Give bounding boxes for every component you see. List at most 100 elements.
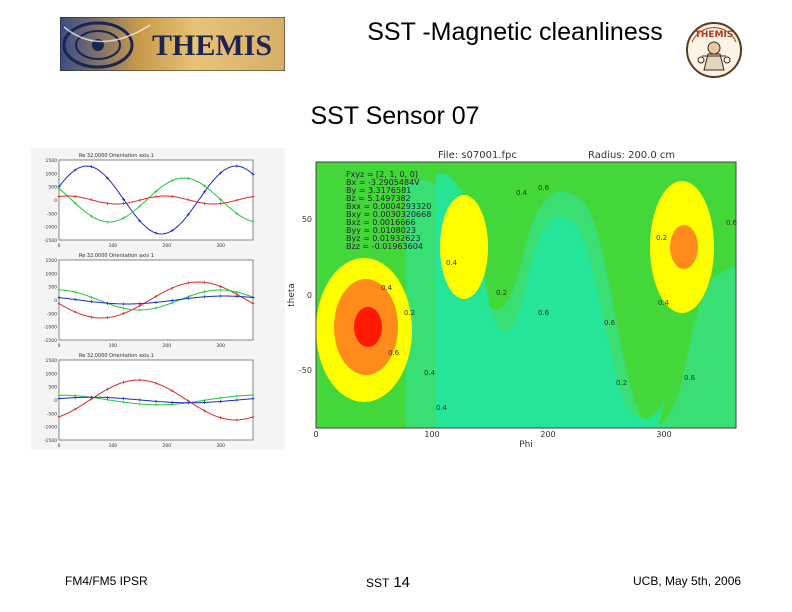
plot-point xyxy=(219,198,223,202)
slide-subtitle: SST Sensor 07 xyxy=(310,102,480,130)
y-tick-label: -1000 xyxy=(44,425,57,431)
plot-point xyxy=(154,195,158,199)
plot-point xyxy=(235,294,239,298)
plot-point xyxy=(73,298,77,302)
contour-level-label: 0.6 xyxy=(538,309,550,317)
x-tick-label: 300 xyxy=(656,430,671,439)
contour-x-axis-label: Phi xyxy=(519,440,533,450)
plot-point xyxy=(186,176,190,180)
y-tick-label: -500 xyxy=(47,211,57,217)
param-line: Fxyz = [2, 1, 0, 0] xyxy=(346,170,418,179)
plot-point xyxy=(138,398,142,402)
y-tick-label: 50 xyxy=(302,215,312,224)
plot-point xyxy=(73,201,77,205)
plot-point xyxy=(57,302,61,306)
plot-point xyxy=(73,168,77,172)
contour-file-label: File: s07001.fpc xyxy=(438,150,517,161)
plot-point xyxy=(170,400,174,404)
contour-field xyxy=(316,162,736,428)
contour-level-label: 0.6 xyxy=(604,319,616,327)
plot-point xyxy=(106,201,109,205)
plot-point xyxy=(203,295,206,299)
plot-header: Re 32.0000 Orientation axis 1 xyxy=(79,353,154,359)
plot-point xyxy=(235,198,239,202)
plot-point xyxy=(203,400,206,404)
plot-point xyxy=(122,302,126,306)
x-tick-label: 300 xyxy=(216,243,225,249)
contour-level-label: 0.2 xyxy=(404,309,415,317)
field-profile-plots: Re 32.0000 Orientation axis 1 1500 1000 500… xyxy=(31,148,285,450)
plot-point xyxy=(219,288,223,292)
slide-title: SST -Magnetic cleanliness xyxy=(367,18,663,46)
param-line: By = 3.3176581 xyxy=(346,186,411,195)
contour-level-label: 0.6 xyxy=(684,374,696,382)
plot-point xyxy=(89,300,93,304)
param-line: Bx = -3.2905484V xyxy=(346,178,420,187)
plot-point xyxy=(89,165,93,169)
x-tick-label: 300 xyxy=(216,343,225,349)
mascot-graphic: THEMIS xyxy=(686,22,742,78)
y-tick-label: 0 xyxy=(54,398,57,404)
footer-center: SST 14 xyxy=(366,574,410,591)
plot-point xyxy=(235,394,239,398)
contour-level-band-2 xyxy=(436,173,666,428)
contour-map-panel: File: s07001.fpc Radius: 200.0 cm Fxyz =… xyxy=(286,145,748,450)
plot-point xyxy=(235,290,239,294)
x-tick-label: 0 xyxy=(58,243,61,249)
plot-point xyxy=(106,176,109,180)
plot-point xyxy=(251,393,255,397)
y-tick-label: 500 xyxy=(48,185,57,191)
plot-point xyxy=(251,415,255,419)
y-tick-label: 0 xyxy=(307,291,312,300)
plot-point xyxy=(219,202,223,206)
plot-point xyxy=(57,195,61,199)
plot-point xyxy=(122,216,126,220)
contour-level-label: 0.2 xyxy=(656,234,667,242)
footer-left: FM4/FM5 IPSR xyxy=(65,574,148,588)
plot-point xyxy=(122,400,126,404)
plot-point xyxy=(57,296,61,300)
plot-point xyxy=(170,389,174,393)
y-tick-label: 0 xyxy=(54,298,57,304)
param-line: Bxx = 0.0004293320 xyxy=(346,202,431,211)
contour-map-svg: File: s07001.fpc Radius: 200.0 cm Fxyz =… xyxy=(287,150,738,450)
plot-point xyxy=(186,198,190,202)
plot-point xyxy=(138,198,142,202)
plot-point xyxy=(170,298,174,302)
plot-point xyxy=(122,202,126,206)
mascot-wordmark: THEMIS xyxy=(695,30,734,40)
y-tick-label: -500 xyxy=(47,411,57,417)
plot-point xyxy=(57,415,61,419)
plot-point xyxy=(154,189,158,193)
x-tick-label: 200 xyxy=(162,443,171,449)
plot-point xyxy=(235,398,239,402)
y-tick-label: -500 xyxy=(47,311,57,317)
plot-point xyxy=(219,399,223,403)
plot-point xyxy=(89,198,93,202)
plot-point xyxy=(73,396,77,400)
x-tick-label: 0 xyxy=(58,443,61,449)
plot-point xyxy=(235,164,239,168)
themis-logo: THEMIS xyxy=(59,16,286,72)
plot-point xyxy=(73,194,77,198)
x-tick-label: 0 xyxy=(313,430,318,439)
plot-point xyxy=(122,306,126,310)
plot-point xyxy=(203,280,206,284)
plot-point xyxy=(154,294,158,298)
plot-point xyxy=(89,214,93,218)
plot-point xyxy=(219,396,223,400)
plot-point xyxy=(106,396,109,400)
plot-point xyxy=(251,296,255,300)
plot-point xyxy=(106,316,109,320)
plot-point xyxy=(106,220,109,224)
plot-point xyxy=(203,290,206,294)
contour-level-label: 0.4 xyxy=(381,284,393,292)
x-tick-label: 0 xyxy=(58,343,61,349)
y-tick-label: 1500 xyxy=(46,158,58,164)
plot-point xyxy=(203,190,206,194)
plot-point xyxy=(251,219,255,223)
plot-point xyxy=(122,397,126,401)
plot-point xyxy=(235,418,239,422)
plot-point xyxy=(154,231,158,235)
x-tick-label: 100 xyxy=(109,443,118,449)
